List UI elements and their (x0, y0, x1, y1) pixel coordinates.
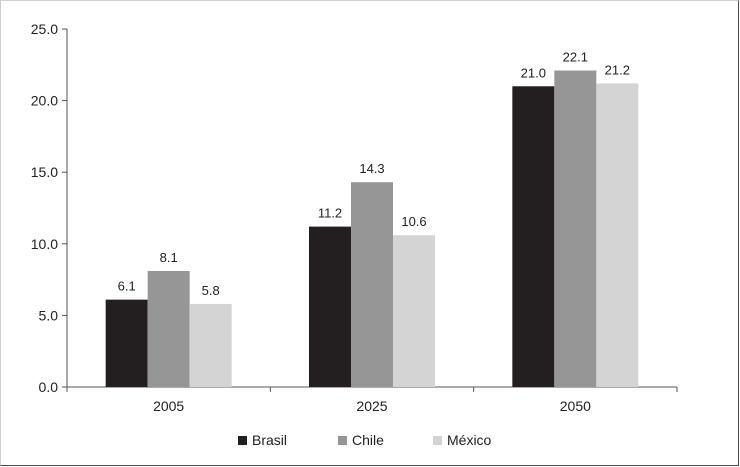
legend-item-méxico: México (433, 432, 492, 448)
legend-item-brasil: Brasil (238, 432, 287, 448)
legend-label: Chile (352, 432, 384, 448)
bar-méxico-2005 (189, 303, 232, 387)
bar-méxico-2050 (596, 83, 639, 387)
data-labels: 6.1 8.1 5.8 11.2 14.3 10.6 21.0 22.1 21.2 (118, 50, 630, 298)
legend-swatch (338, 436, 347, 445)
data-label: 6.1 (118, 279, 136, 294)
legend-swatch (238, 436, 247, 445)
bar-chile-2025 (351, 182, 393, 387)
data-label: 14.3 (359, 161, 384, 176)
bar-chile-2005 (147, 271, 190, 387)
x-tick-label: 2005 (153, 398, 184, 414)
data-label: 21.2 (605, 62, 630, 77)
legend: Brasil Chile México (238, 432, 492, 448)
legend-item-chile: Chile (338, 432, 384, 448)
data-label: 11.2 (318, 206, 342, 221)
y-tick-label: 5.0 (39, 307, 59, 323)
y-tick-label: 25.0 (31, 21, 58, 37)
legend-swatch (433, 436, 442, 445)
y-tick-label: 20.0 (31, 93, 58, 109)
data-label: 21.0 (521, 65, 546, 80)
data-label: 8.1 (160, 250, 178, 265)
x-tick-label: 2050 (560, 398, 591, 414)
bar-brasil-2005 (105, 299, 148, 387)
data-label: 22.1 (563, 50, 588, 65)
data-label: 5.8 (202, 283, 220, 298)
y-tick-label: 10.0 (31, 236, 58, 252)
bars (105, 70, 639, 387)
y-tick-label: 0.0 (39, 379, 59, 395)
bar-brasil-2050 (512, 86, 555, 387)
x-tick-label: 2025 (356, 398, 387, 414)
bar-chile-2050 (554, 70, 597, 387)
bar-méxico-2025 (393, 235, 435, 387)
y-tick-label: 15.0 (31, 164, 58, 180)
legend-label: México (447, 432, 492, 448)
legend-label: Brasil (252, 432, 287, 448)
bar-brasil-2025 (309, 226, 351, 387)
data-label: 10.6 (401, 214, 426, 229)
